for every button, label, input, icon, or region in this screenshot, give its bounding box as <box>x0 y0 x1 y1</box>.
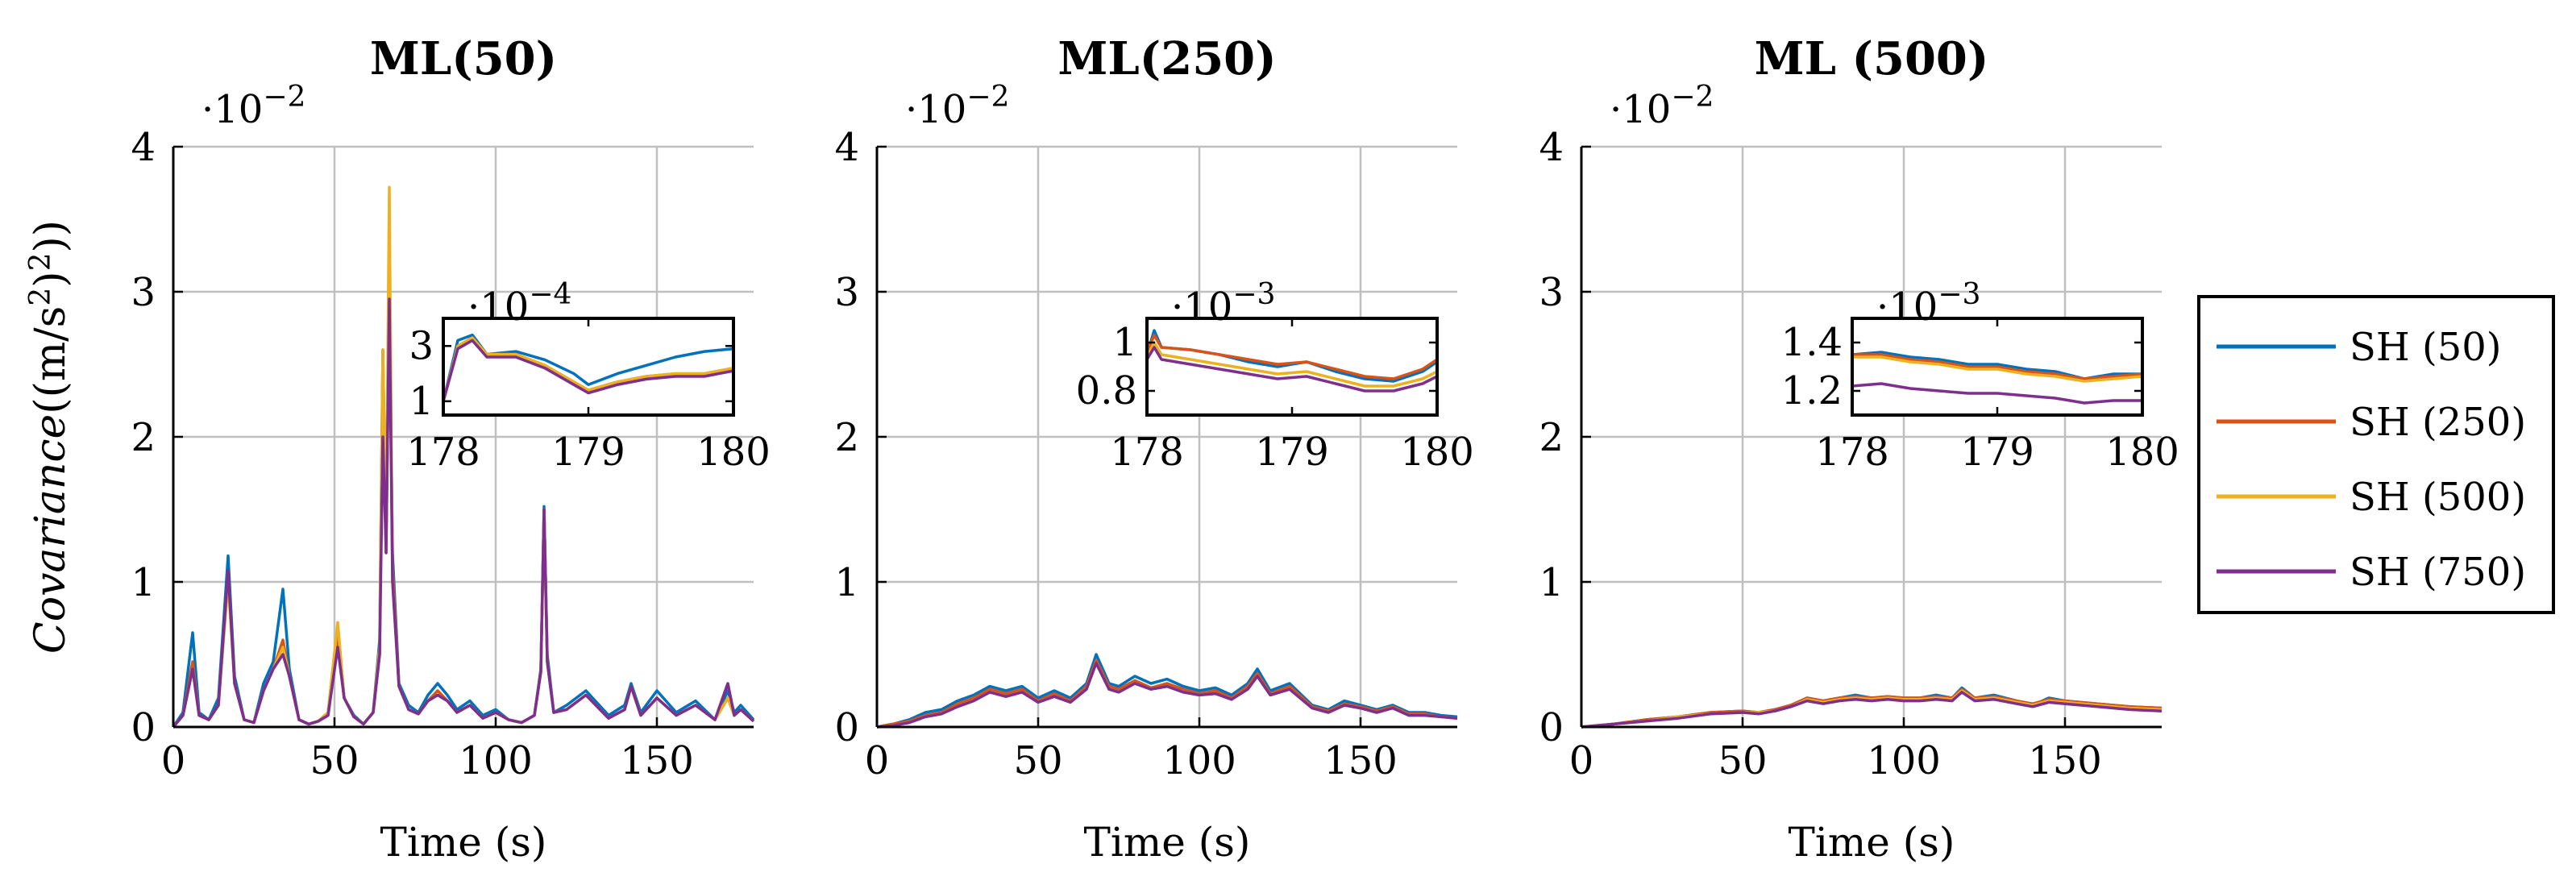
y-tick-label: 4 <box>834 125 859 170</box>
x-tick-label: 100 <box>1162 738 1236 783</box>
y-axis-label-italic: Covariance <box>27 414 75 654</box>
panel-title: ML(50) <box>370 32 557 85</box>
x-tick-label: 100 <box>1867 738 1941 783</box>
y-axis-label-tail: ) <box>27 271 75 287</box>
y-exponent-power: −2 <box>966 81 1009 114</box>
series-line-sh50 <box>876 653 1458 729</box>
x-tick-label: 0 <box>1569 738 1594 783</box>
series-line-sh250 <box>876 658 1458 729</box>
y-tick-label: 1 <box>834 560 859 605</box>
inset-x-tick-label: 178 <box>1815 430 1889 475</box>
y-tick-label: 2 <box>131 415 156 460</box>
inset-series-line-sh750 <box>442 339 734 402</box>
legend-label: SH (250) <box>2350 400 2526 445</box>
inset-background <box>443 318 733 415</box>
y-tick-label: 2 <box>1539 415 1564 460</box>
series-line-sh750 <box>172 297 755 729</box>
inset-series-line-sh50 <box>442 333 734 402</box>
y-exponent-label: ·10−2 <box>202 81 305 132</box>
y-tick-label: 0 <box>131 705 156 750</box>
inset-series-line-sh250 <box>1852 353 2143 380</box>
inset-series-line-sh500 <box>1145 341 1438 388</box>
inset-series-line-sh500 <box>442 336 734 402</box>
panel-2: ML(250) 0 50 100 150 0 1 2 3 4 ·10−2 Time (s) 178 179… <box>834 32 1473 866</box>
legend-frame <box>2197 295 2555 614</box>
x-tick-label: 0 <box>865 738 890 783</box>
y-exponent-power: −2 <box>263 81 305 114</box>
y-axis-label-end: )) <box>27 220 75 253</box>
inset-x-tick-label: 180 <box>696 430 771 475</box>
legend-label: SH (500) <box>2350 475 2526 520</box>
series-line-sh50 <box>1581 686 2163 729</box>
y-tick-label: 0 <box>834 705 859 750</box>
x-tick-label: 50 <box>1013 738 1062 783</box>
inset-x-tick-label: 179 <box>1960 430 2034 475</box>
inset-series-line-sh750 <box>1851 382 2142 405</box>
inset-y-tick-label: 3 <box>409 323 434 368</box>
panel-1: ML(50) 0 50 100 150 0 1 2 3 4 ·10−2 Time (s) 178 179 1… <box>131 32 770 866</box>
panel-title: ML (500) <box>1755 32 1989 85</box>
y-tick-label: 1 <box>131 560 156 605</box>
y-exponent-label: ·10−2 <box>1610 81 1714 132</box>
panel-title: ML(250) <box>1057 32 1276 85</box>
x-tick-label: 0 <box>161 738 186 783</box>
legend-label: SH (750) <box>2350 550 2526 595</box>
x-tick-label: 50 <box>310 738 359 783</box>
inset-y-exponent-power: −3 <box>1938 278 1980 311</box>
x-tick-label: 150 <box>2028 738 2102 783</box>
legend-label: SH (50) <box>2350 325 2502 370</box>
inset-x-tick-label: 179 <box>1255 430 1329 475</box>
x-axis-label: Time (s) <box>380 819 547 866</box>
panel-3: ML (500) 0 50 100 150 0 1 2 3 4 ·10−2 Time (s) 178 17… <box>1539 32 2179 866</box>
y-tick-label: 4 <box>1539 125 1564 170</box>
x-axis-label: Time (s) <box>1084 819 1251 866</box>
inset-y-tick-label: 1.2 <box>1781 368 1843 413</box>
x-axis-label: Time (s) <box>1789 819 1955 866</box>
x-tick-label: 150 <box>1323 738 1398 783</box>
inset-x-tick-label: 179 <box>551 430 625 475</box>
inset-y-exponent-power: −3 <box>1232 278 1275 311</box>
y-axis-label: Covariance((m/s2)2)) <box>24 220 75 654</box>
legend: SH (50) SH (250) SH (500) SH (750) <box>2197 295 2555 614</box>
series-line-sh750 <box>876 662 1458 729</box>
y-axis-label-sup2: 2 <box>24 253 57 272</box>
inset-x-tick-label: 178 <box>406 430 480 475</box>
inset-y-tick-label: 1.4 <box>1781 320 1843 365</box>
y-axis-label-sup: 2 <box>24 288 57 306</box>
inset-x-tick-label: 180 <box>2105 430 2179 475</box>
inset-background <box>1147 318 1437 415</box>
y-tick-label: 0 <box>1539 705 1564 750</box>
y-tick-label: 1 <box>1539 560 1564 605</box>
x-tick-label: 100 <box>459 738 533 783</box>
y-exponent-power: −2 <box>1671 81 1714 114</box>
y-exponent-label: ·10−2 <box>905 81 1009 132</box>
series-line-sh750 <box>1581 691 2163 729</box>
inset-series-line-sh500 <box>1852 355 2143 383</box>
inset-y-tick-label: 0.8 <box>1076 368 1137 413</box>
y-tick-label: 3 <box>1539 270 1564 315</box>
inset-y-tick-label: 1 <box>409 379 434 424</box>
inset-y-tick-label: 1 <box>1112 320 1137 365</box>
series-line-sh500 <box>876 662 1458 729</box>
x-tick-label: 50 <box>1718 738 1767 783</box>
inset-series-line-sh250 <box>1145 334 1438 380</box>
y-axis-label-unit: ((m/s <box>27 306 75 414</box>
y-tick-label: 3 <box>131 270 156 315</box>
inset-x-tick-label: 180 <box>1400 430 1474 475</box>
series-line-sh500 <box>1581 689 2163 729</box>
series-line-sh250 <box>1581 687 2163 729</box>
x-tick-label: 150 <box>620 738 694 783</box>
y-tick-label: 2 <box>834 415 859 460</box>
inset-series-line-sh750 <box>1145 346 1438 393</box>
y-tick-label: 4 <box>131 125 156 170</box>
inset-y-exponent-power: −4 <box>529 278 571 311</box>
y-tick-label: 3 <box>834 270 859 315</box>
inset-x-tick-label: 178 <box>1110 430 1184 475</box>
